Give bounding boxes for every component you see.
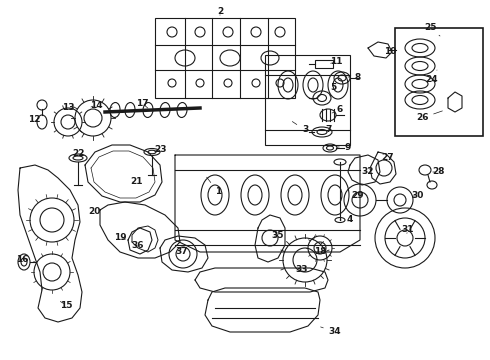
Text: 25: 25 <box>424 23 440 36</box>
Text: 15: 15 <box>60 301 72 310</box>
Text: 4: 4 <box>340 216 353 225</box>
Text: 32: 32 <box>362 167 374 176</box>
Text: 6: 6 <box>332 105 343 114</box>
Bar <box>395 28 483 136</box>
Text: 31: 31 <box>402 225 414 234</box>
Text: 16: 16 <box>16 256 28 265</box>
Text: 10: 10 <box>384 48 396 57</box>
Text: 9: 9 <box>337 143 351 152</box>
Text: 14: 14 <box>90 100 102 109</box>
Text: 17: 17 <box>136 99 148 108</box>
Text: 23: 23 <box>154 145 166 154</box>
Text: 35: 35 <box>272 230 284 239</box>
Text: 29: 29 <box>352 192 364 201</box>
Bar <box>155 18 295 98</box>
Text: 12: 12 <box>28 116 40 125</box>
Text: 27: 27 <box>382 153 394 162</box>
Bar <box>265 55 350 145</box>
Text: 37: 37 <box>176 248 188 256</box>
Text: 33: 33 <box>296 266 308 274</box>
Text: 2: 2 <box>217 8 223 17</box>
Text: 36: 36 <box>132 242 144 251</box>
Text: 22: 22 <box>72 148 84 158</box>
Text: 19: 19 <box>114 234 126 243</box>
Text: 3: 3 <box>293 122 308 135</box>
Text: 7: 7 <box>320 126 332 135</box>
Text: 1: 1 <box>207 177 221 197</box>
Text: 18: 18 <box>314 248 326 256</box>
Text: 30: 30 <box>412 192 424 201</box>
Text: 28: 28 <box>432 167 444 176</box>
Text: 24: 24 <box>426 70 439 85</box>
Text: 11: 11 <box>330 58 342 67</box>
Text: 26: 26 <box>416 111 442 122</box>
Text: 13: 13 <box>62 104 74 112</box>
Text: 34: 34 <box>320 327 342 337</box>
Text: 8: 8 <box>348 72 361 81</box>
Text: 5: 5 <box>330 84 336 96</box>
Bar <box>315 60 333 68</box>
Text: 21: 21 <box>130 177 142 186</box>
Text: 20: 20 <box>88 207 100 216</box>
